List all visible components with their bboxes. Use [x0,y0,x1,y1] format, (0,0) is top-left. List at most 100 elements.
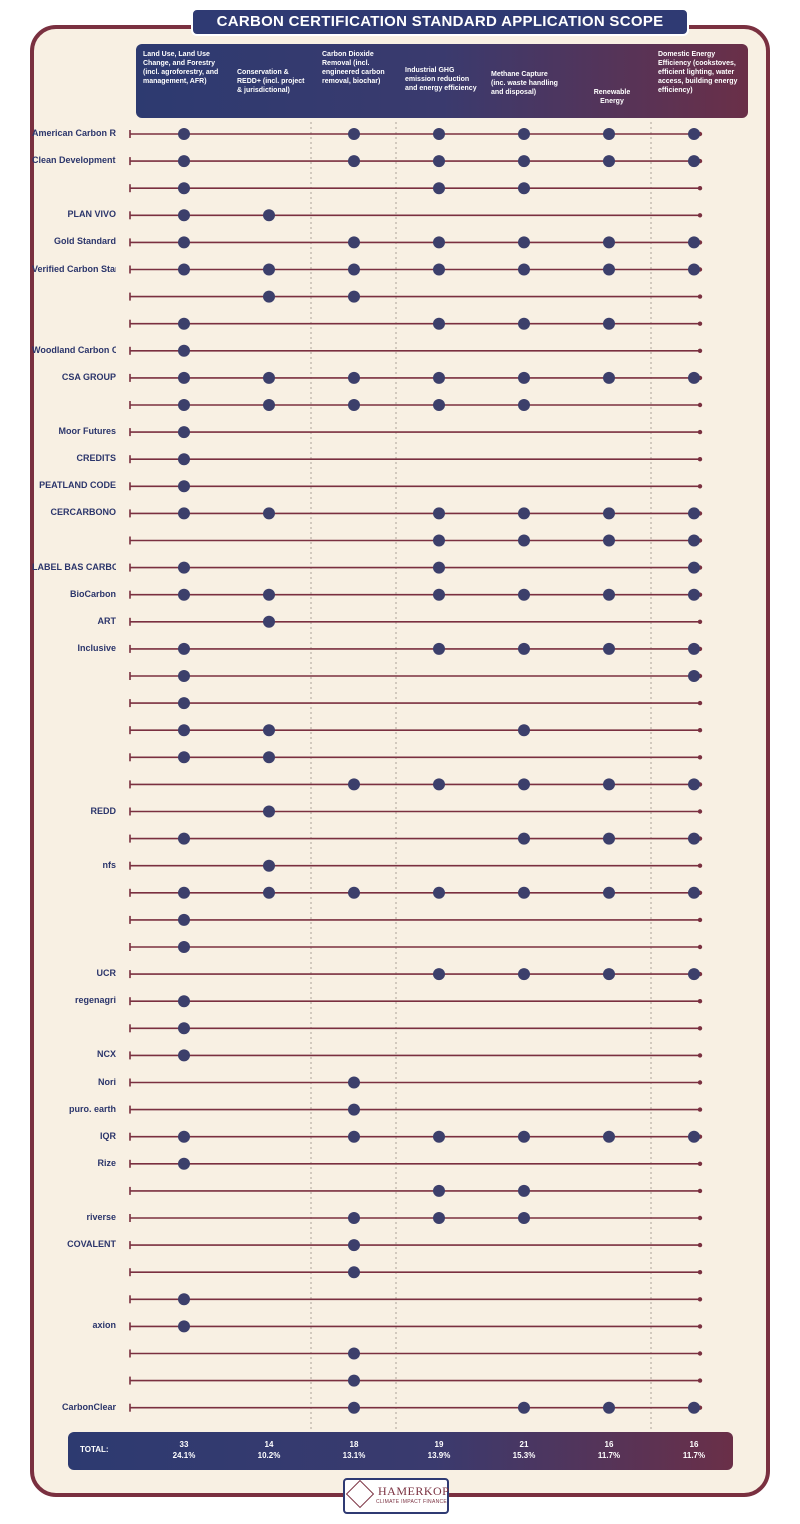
scope-dot [348,263,360,276]
scope-dot [518,588,530,601]
organization-label: CSA GROUP [61,371,116,382]
total-percent: 10.2% [257,1451,281,1460]
row-end-cap [697,1026,703,1031]
scope-dot [348,155,360,168]
scope-dot [688,778,700,791]
scope-dot [263,290,275,303]
scope-dot [348,399,360,411]
scope-dot [603,832,615,845]
total-percent: 11.7% [597,1451,621,1460]
scope-dot [688,263,700,276]
scope-dot [518,832,530,845]
scope-dot [688,968,700,981]
row-end-cap [697,186,703,191]
scope-dot [178,913,190,926]
scope-dot [688,507,700,520]
organization-label: nfs [102,859,117,870]
scope-dot [433,1184,445,1197]
row-end-cap [697,700,703,706]
hamerkop-logo-tagline: CLIMATE IMPACT FINANCE [376,1499,448,1505]
scope-dot [603,507,615,520]
organization-label: CERCARBONO [50,507,116,518]
scope-dot [518,507,530,520]
row-end-cap [697,917,703,923]
scope-dot [433,588,445,601]
scope-dot [433,778,445,791]
row-end-cap [697,755,703,760]
scope-dot [688,1130,700,1143]
scope-dot [178,317,190,330]
organization-label: Gold Standard [53,236,116,247]
organization-label: NCX [96,1049,116,1060]
scope-dot [178,642,190,655]
scope-dot [518,263,530,276]
organization-label: Rize [97,1157,116,1168]
organization-label: American Carbon Registry [32,128,116,138]
scope-dot [688,670,700,682]
scope-dot [518,534,530,547]
row-end-cap [697,1188,703,1194]
scope-dot [433,886,445,899]
scope-dot [178,344,190,357]
organization-label: Moor Futures [58,426,117,437]
scope-dot [178,1157,190,1170]
row-end-cap [697,999,703,1004]
scope-dot [603,263,615,276]
organization-label: riverse [86,1212,116,1222]
row-end-cap [697,1242,703,1248]
scope-dot [178,832,190,845]
scope-dot [603,642,615,655]
scope-dot [263,209,275,222]
scope-dot [348,290,360,303]
scope-dot [178,561,190,574]
scope-dot [178,507,190,520]
scope-dot [178,588,190,601]
scope-dot [433,128,445,140]
scope-dot [433,182,445,195]
column-header-4: Industrial GHG emission reduction and en… [405,67,477,92]
row-end-cap [697,1053,703,1058]
scope-dot [178,1049,190,1062]
total-percent: 11.7% [682,1451,706,1460]
scope-dot [178,697,190,710]
scope-dot [518,155,530,168]
row-end-cap [697,1270,703,1275]
organization-label: PLAN VIVO [67,209,116,220]
row-end-cap [697,321,703,326]
scope-dot [348,1239,360,1252]
scope-dot [518,371,530,384]
column-header-7: Domestic Energy Efficiency (cookstoves, … [658,51,738,94]
scope-dot [263,859,275,872]
scope-dot [263,507,275,520]
row-end-cap [697,402,703,408]
chart-title: CARBON CERTIFICATION STANDARD APPLICATIO… [191,8,689,36]
scope-dot [518,399,530,411]
column-header-1: Land Use, Land Use Change, and Forestry … [143,51,219,85]
row-end-cap [697,1107,703,1112]
scope-dot [433,317,445,330]
total-count: 33 [179,1440,189,1449]
column-header-2: Conservation & REDD+ (incl. project & ju… [237,69,305,94]
column-header-3: Carbon Dioxide Removal (incl. engineered… [322,51,385,85]
scope-dot [688,1401,700,1414]
organization-label: Verified Carbon Standard [32,263,116,274]
row-end-cap [697,944,703,950]
row-end-cap [697,1297,703,1302]
scope-dot [603,128,615,140]
totals-label: TOTAL: [80,1445,109,1454]
total-value: 18 13.1% [324,1439,384,1461]
scope-dot [348,1401,360,1414]
row-end-cap [697,1215,703,1221]
scope-dot [433,1130,445,1143]
organization-label: UCR [96,968,117,979]
scope-dot [603,155,615,168]
organization-label: BioCarbon [70,588,116,599]
scope-dot [178,209,190,222]
scope-dot [348,1347,360,1360]
scope-dot [348,128,360,140]
scope-dot [178,751,190,764]
total-count: 21 [519,1440,529,1449]
scope-dot [518,968,530,981]
scope-dot [433,399,445,411]
